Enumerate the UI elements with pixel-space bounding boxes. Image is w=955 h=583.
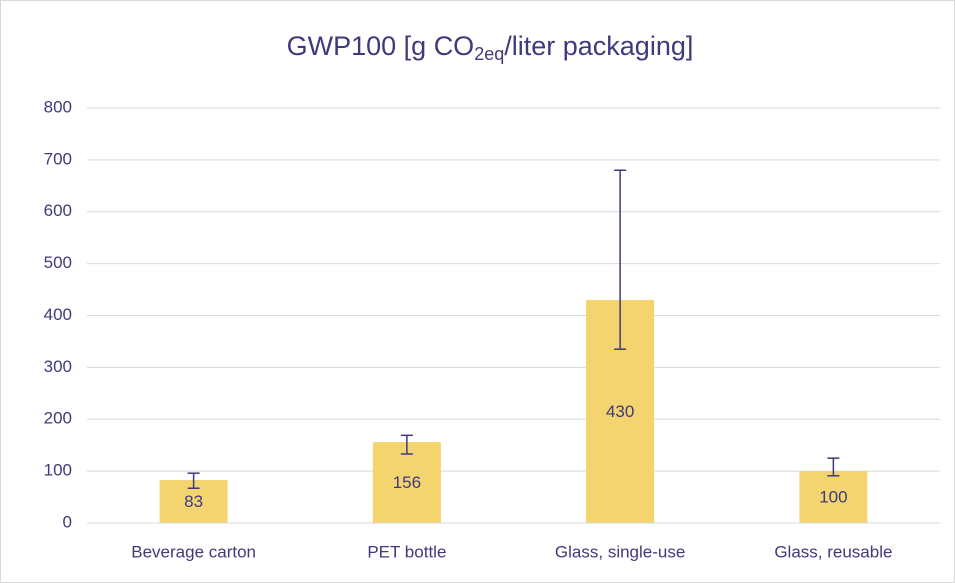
y-tick-label: 0 bbox=[63, 512, 72, 531]
bar bbox=[372, 442, 441, 523]
y-tick-label: 400 bbox=[44, 305, 72, 324]
y-tick-label: 700 bbox=[44, 149, 72, 168]
x-tick-label: Beverage carton bbox=[131, 542, 256, 561]
data-label: 83 bbox=[184, 492, 203, 511]
y-tick-label: 600 bbox=[44, 201, 72, 220]
title-subscript: 2eq bbox=[474, 44, 504, 64]
data-label: 430 bbox=[606, 402, 634, 421]
bar bbox=[799, 471, 868, 523]
data-label: 156 bbox=[393, 473, 421, 492]
x-tick-label: PET bottle bbox=[367, 542, 446, 561]
y-tick-label: 800 bbox=[44, 97, 72, 116]
y-tick-label: 200 bbox=[44, 409, 72, 428]
y-tick-label: 500 bbox=[44, 253, 72, 272]
data-label: 100 bbox=[819, 488, 847, 507]
chart-title: GWP100 [g CO2eq/liter packaging] bbox=[287, 31, 694, 64]
title-text: GWP100 [g CO bbox=[287, 31, 475, 61]
x-tick-label: Glass, single-use bbox=[555, 542, 685, 561]
title-tail: /liter packaging] bbox=[504, 31, 693, 61]
y-tick-label: 300 bbox=[44, 357, 72, 376]
x-tick-label: Glass, reusable bbox=[774, 542, 892, 561]
y-tick-label: 100 bbox=[44, 461, 72, 480]
